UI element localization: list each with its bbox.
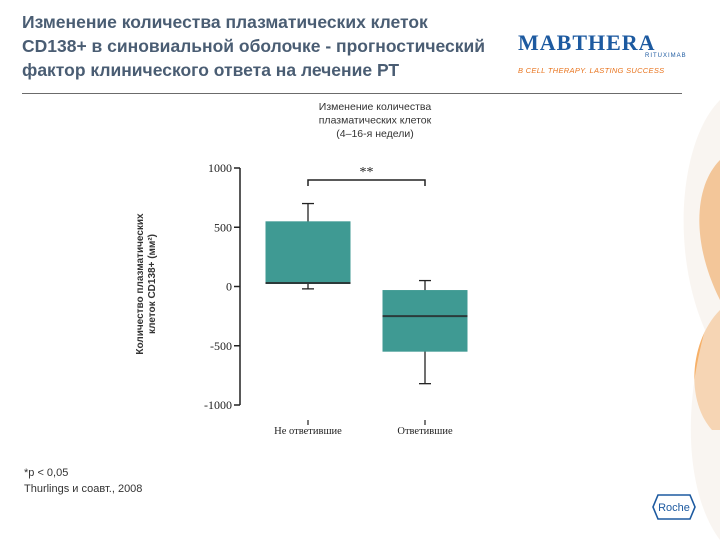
logo-name: MABTHERA bbox=[518, 30, 656, 55]
y-axis: 1000 500 0 -500 -1000 bbox=[204, 161, 241, 412]
y-tick-label: 0 bbox=[226, 280, 232, 294]
y-tick-label: -500 bbox=[210, 339, 232, 353]
mabthera-logo: MABTHERA RITUXIMAB B CELL THERAPY. LASTI… bbox=[518, 30, 698, 75]
x-tick-label: Не ответившие bbox=[274, 426, 342, 437]
y-tick-label: -1000 bbox=[204, 398, 232, 412]
logo-sub: RITUXIMAB bbox=[645, 53, 687, 59]
y-axis-label-line: клеток CD138+ (мм²) bbox=[147, 234, 158, 334]
roche-logo: Roche bbox=[652, 494, 696, 520]
y-axis-label: Количество плазматических клеток CD138+ (… bbox=[135, 213, 158, 355]
y-tick-label: 500 bbox=[214, 220, 232, 234]
footnote-line: Thurlings и соавт., 2008 bbox=[24, 483, 143, 495]
y-tick-label: 1000 bbox=[208, 161, 232, 175]
x-tick-label: Ответившие bbox=[397, 426, 453, 437]
box-body bbox=[382, 290, 468, 352]
chart-title-line: (4–16-я недели) bbox=[336, 128, 413, 140]
page-title: Изменение количества плазматических клет… bbox=[22, 10, 522, 82]
footnote-line: *p < 0,05 bbox=[24, 467, 69, 479]
bracket-line bbox=[307, 179, 426, 186]
boxes bbox=[265, 202, 468, 385]
box-body bbox=[265, 221, 351, 283]
header-divider bbox=[22, 93, 682, 94]
chart-title: Изменение количества плазматических клето… bbox=[319, 101, 432, 140]
significance-label: ** bbox=[360, 165, 374, 180]
x-axis-labels: Не ответившие Ответившие bbox=[274, 420, 453, 437]
orange-decoration bbox=[683, 100, 720, 540]
box-2 bbox=[382, 279, 468, 385]
roche-logo-text: Roche bbox=[658, 502, 690, 514]
significance-bracket: ** bbox=[307, 165, 426, 186]
logo-tagline: B CELL THERAPY. LASTING SUCCESS bbox=[518, 66, 665, 75]
y-axis-label-line: Количество плазматических bbox=[135, 213, 146, 355]
title-line: фактор клинического ответа на лечение РТ bbox=[22, 60, 400, 80]
chart-title-line: плазматических клеток bbox=[319, 115, 432, 127]
chart-title-line: Изменение количества bbox=[319, 101, 432, 113]
title-line: CD138+ в синовиальной оболочке - прогнос… bbox=[22, 36, 486, 56]
footnote: *p < 0,05 Thurlings и соавт., 2008 bbox=[24, 465, 142, 497]
box-1 bbox=[265, 202, 351, 290]
title-line: Изменение количества плазматических клет… bbox=[22, 12, 428, 32]
